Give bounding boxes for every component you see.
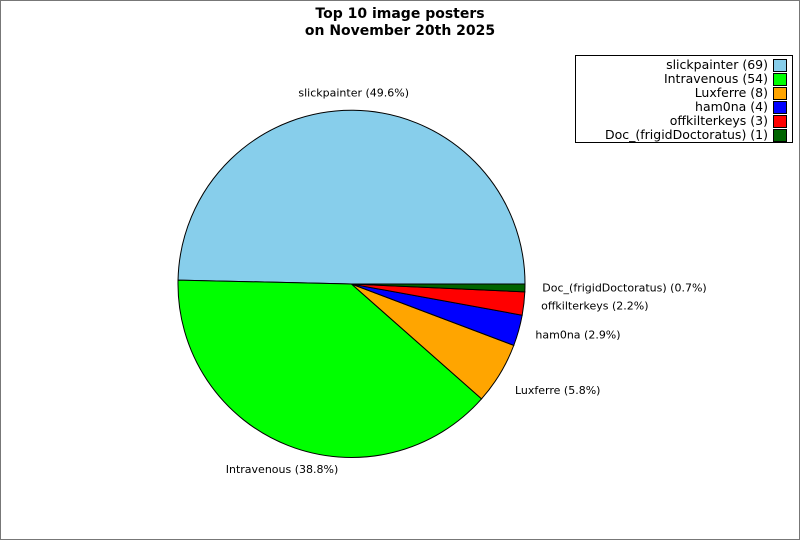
legend-label: ham0na (4): [695, 99, 768, 114]
legend-item-slickpainter: slickpainter (69): [580, 58, 787, 72]
pie-slice-slickpainter: [177, 109, 526, 285]
pie-label-offkilterkeys: offkilterkeys (2.2%): [541, 299, 649, 312]
legend-swatch: [773, 128, 787, 142]
legend-item-Doc_(frigidDoctoratus): Doc_(frigidDoctoratus) (1): [580, 128, 787, 142]
chart-title-line2: on November 20th 2025: [304, 23, 496, 39]
legend-item-Luxferre: Luxferre (8): [580, 86, 787, 100]
pie-label-Intravenous: Intravenous (38.8%): [225, 462, 339, 476]
pie-slice-Intravenous: [177, 279, 483, 458]
legend-item-ham0na: ham0na (4): [580, 100, 787, 114]
legend-label: slickpainter (69): [666, 57, 768, 72]
legend-swatch: [773, 58, 787, 72]
legend-swatch: [773, 86, 787, 100]
legend-item-Intravenous: Intravenous (54): [580, 72, 787, 86]
legend-item-offkilterkeys: offkilterkeys (3): [580, 114, 787, 128]
legend-label: Luxferre (8): [694, 85, 768, 100]
legend: slickpainter (69) Intravenous (54) Luxferr…: [575, 55, 793, 143]
chart-title-line1: Top 10 image posters: [315, 6, 485, 22]
legend-swatch: [773, 114, 787, 128]
legend-label: Intravenous (54): [663, 71, 768, 86]
chart-title: Top 10 image posters on November 20th 20…: [1, 6, 799, 40]
pie-label-slickpainter: slickpainter (49.6%): [298, 86, 410, 100]
legend-label: Doc_(frigidDoctoratus) (1): [604, 127, 768, 142]
legend-swatch: [773, 100, 787, 114]
pie-slice-Doc_(frigidDoctoratus): [351, 283, 526, 293]
pie-label-ham0na: ham0na (2.9%): [535, 328, 621, 342]
pie-label-Doc_(frigidDoctoratus): Doc_(frigidDoctoratus) (0.7%): [542, 281, 707, 295]
legend-label: offkilterkeys (3): [669, 113, 768, 128]
pie-label-Luxferre: Luxferre (5.8%): [515, 383, 601, 397]
legend-swatch: [773, 72, 787, 86]
